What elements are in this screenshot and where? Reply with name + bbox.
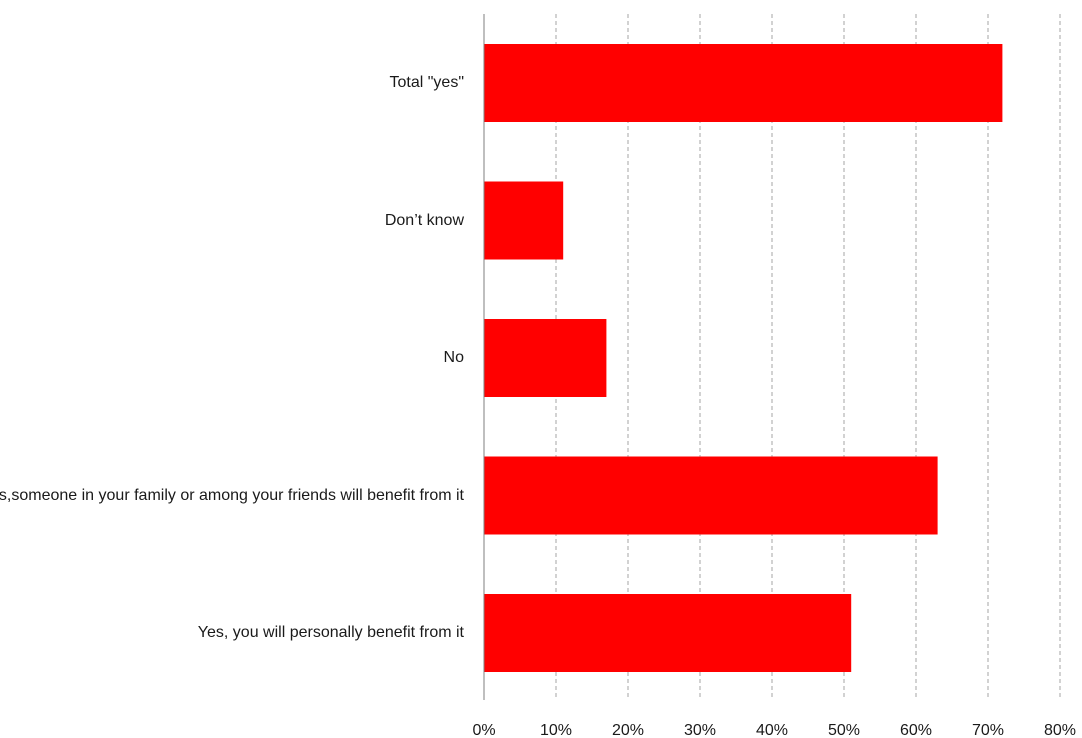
x-tick-label: 10%	[540, 722, 572, 738]
bar	[484, 44, 1003, 122]
bar	[484, 319, 607, 397]
category-label: Total "yes"	[389, 74, 465, 91]
bars	[484, 44, 1003, 672]
category-label: Yes,someone in your family or among your…	[0, 486, 464, 504]
x-tick-labels: 0% 10% 20% 30% 40% 50% 60% 70% 80%	[472, 722, 1076, 738]
category-label: Don’t know	[384, 211, 464, 229]
x-tick-label: 0%	[472, 722, 495, 738]
bar	[484, 181, 564, 260]
x-tick-label: 40%	[756, 722, 788, 738]
x-tick-label: 50%	[828, 722, 860, 738]
x-tick-label: 20%	[612, 722, 644, 738]
x-tick-label: 80%	[1044, 722, 1076, 738]
x-tick-label: 70%	[972, 722, 1004, 738]
gridlines	[555, 14, 1061, 700]
bar	[484, 594, 852, 672]
bar	[484, 456, 938, 535]
category-label: No	[443, 349, 464, 366]
x-tick-label: 30%	[684, 722, 716, 738]
category-label: Yes, you will personally benefit from it	[197, 624, 464, 641]
x-tick-label: 60%	[900, 722, 932, 738]
